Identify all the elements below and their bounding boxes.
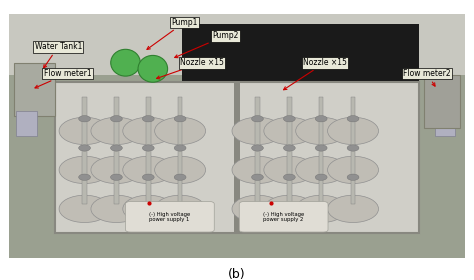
Circle shape (232, 117, 283, 144)
Circle shape (79, 174, 91, 180)
Bar (319, 97, 323, 204)
Circle shape (347, 145, 359, 151)
Circle shape (59, 156, 110, 184)
Circle shape (315, 116, 327, 122)
Circle shape (174, 174, 186, 180)
Circle shape (91, 195, 142, 223)
Circle shape (283, 116, 295, 122)
Circle shape (110, 116, 122, 122)
Circle shape (328, 117, 379, 144)
Circle shape (142, 174, 154, 180)
Circle shape (110, 145, 122, 151)
Text: (b): (b) (228, 268, 246, 280)
Text: Nozzle ×15: Nozzle ×15 (283, 58, 347, 90)
Circle shape (283, 174, 295, 180)
Bar (146, 97, 151, 204)
Bar (351, 97, 356, 204)
Bar (114, 97, 118, 204)
Circle shape (264, 195, 315, 223)
Circle shape (91, 117, 142, 144)
Circle shape (123, 117, 174, 144)
Circle shape (296, 117, 346, 144)
Bar (55, 82, 419, 233)
Circle shape (296, 195, 346, 223)
Text: Flow meter1: Flow meter1 (35, 69, 91, 88)
Circle shape (155, 117, 206, 144)
Circle shape (252, 145, 264, 151)
Circle shape (59, 195, 110, 223)
Bar (234, 82, 240, 233)
Circle shape (315, 145, 327, 151)
Ellipse shape (111, 49, 140, 76)
Text: (-) High voltage
power supply 1: (-) High voltage power supply 1 (149, 211, 190, 222)
Bar (9, 14, 465, 75)
Text: (-) High voltage
power supply 2: (-) High voltage power supply 2 (263, 211, 304, 222)
Circle shape (91, 156, 142, 184)
Circle shape (315, 174, 327, 180)
Text: Pump2: Pump2 (175, 31, 238, 58)
Bar (14, 63, 55, 116)
Circle shape (155, 156, 206, 184)
Ellipse shape (138, 55, 168, 82)
Bar (424, 75, 460, 129)
Circle shape (232, 156, 283, 184)
Bar (435, 111, 456, 136)
Circle shape (155, 195, 206, 223)
Circle shape (283, 145, 295, 151)
Circle shape (296, 156, 346, 184)
Text: Water Tank1: Water Tank1 (35, 42, 82, 68)
Circle shape (264, 156, 315, 184)
Circle shape (347, 116, 359, 122)
Bar (255, 97, 260, 204)
Circle shape (174, 145, 186, 151)
Text: Flow meter2: Flow meter2 (403, 69, 451, 86)
Circle shape (174, 116, 186, 122)
Circle shape (142, 145, 154, 151)
Circle shape (264, 117, 315, 144)
Circle shape (252, 174, 264, 180)
Circle shape (59, 117, 110, 144)
Circle shape (252, 116, 264, 122)
Circle shape (142, 116, 154, 122)
FancyBboxPatch shape (239, 202, 328, 232)
Circle shape (123, 156, 174, 184)
Bar (16, 111, 37, 136)
Text: Nozzle ×15: Nozzle ×15 (156, 58, 224, 79)
Text: Pump1: Pump1 (147, 18, 197, 49)
Circle shape (79, 145, 91, 151)
Bar (182, 24, 419, 82)
Bar (178, 97, 182, 204)
Circle shape (328, 195, 379, 223)
Bar (287, 97, 292, 204)
Bar (82, 97, 87, 204)
Circle shape (110, 174, 122, 180)
Circle shape (232, 195, 283, 223)
Circle shape (123, 195, 174, 223)
FancyBboxPatch shape (126, 202, 214, 232)
Circle shape (79, 116, 91, 122)
Circle shape (347, 174, 359, 180)
Circle shape (328, 156, 379, 184)
